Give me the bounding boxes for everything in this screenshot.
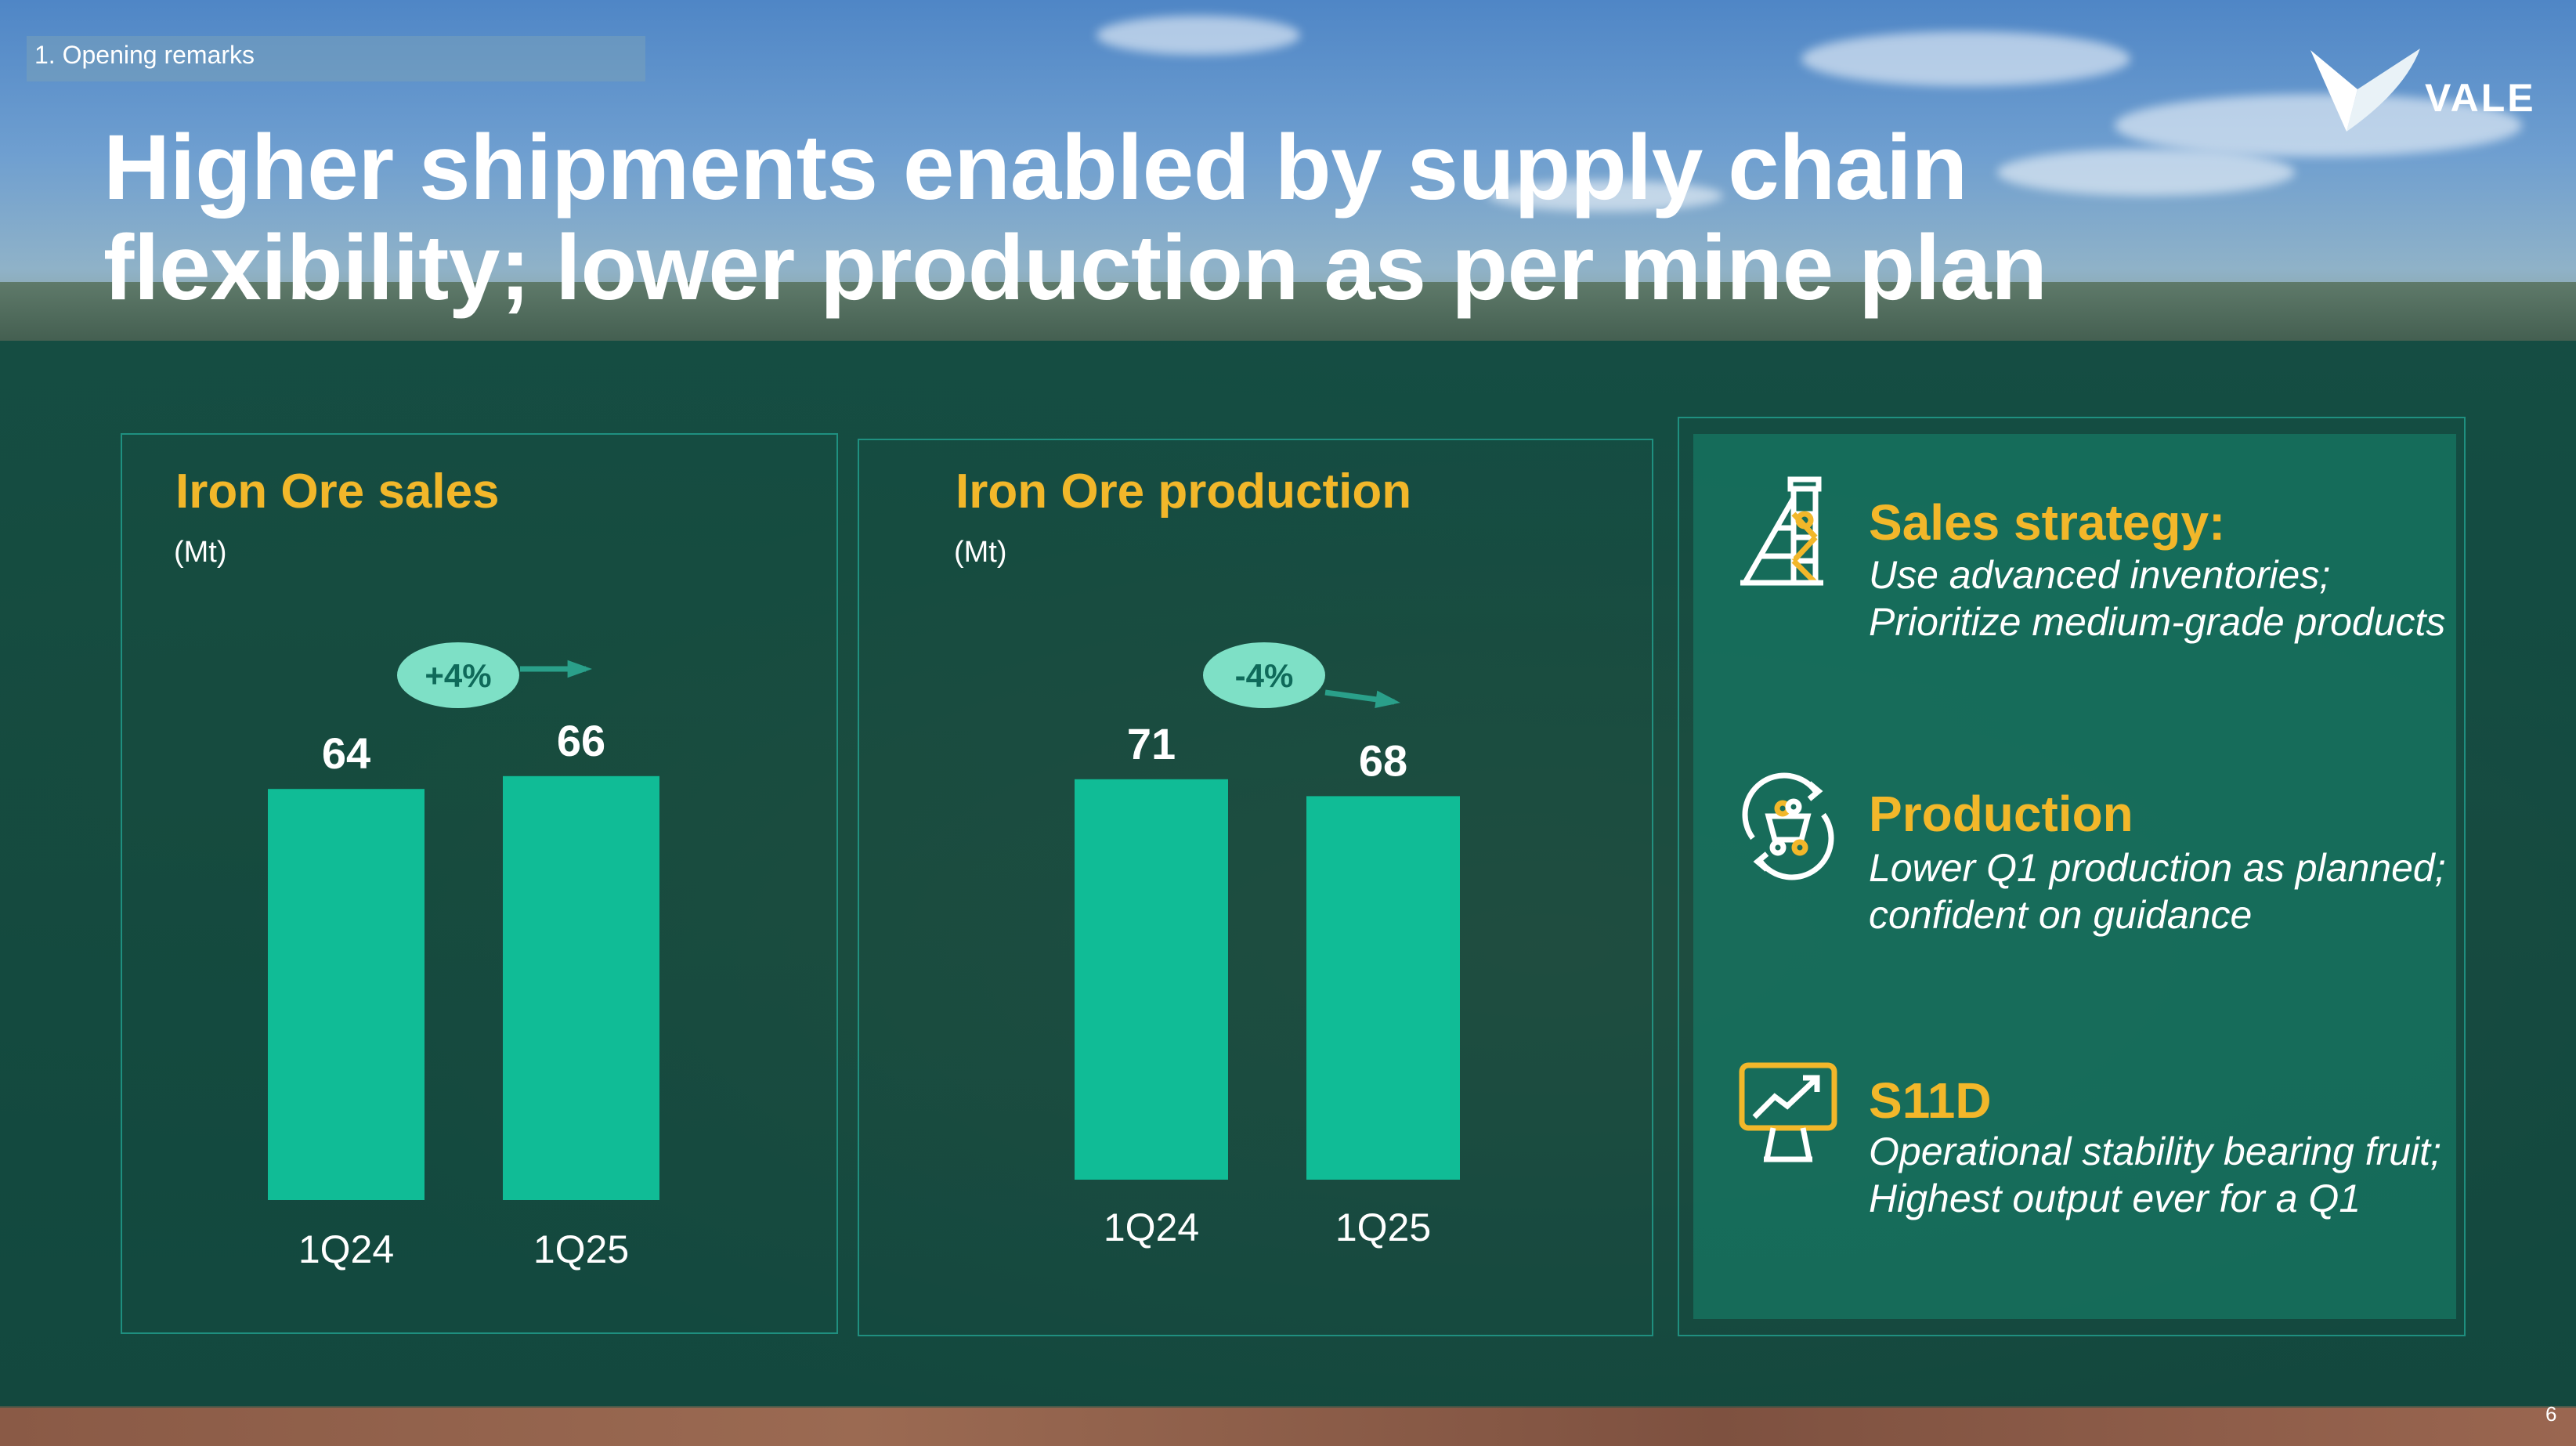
production-change-label: -4% (1235, 657, 1294, 694)
production-value-label: 71 (1127, 719, 1176, 768)
page-number: 6 (2545, 1402, 2557, 1426)
sales-category-label: 1Q25 (533, 1227, 629, 1271)
sales-value-label: 66 (557, 716, 605, 765)
sales-change-label: +4% (425, 657, 491, 694)
sales-strategy-heading: Sales strategy: (1869, 494, 2226, 551)
sales-chart-unit: (Mt) (174, 536, 227, 569)
sales-change-pill (397, 642, 519, 708)
production-change-pill (1203, 642, 1325, 708)
ore-cart-cycle-icon (1742, 772, 1834, 880)
production-value-label: 68 (1359, 736, 1407, 785)
sales-chart-title: Iron Ore sales (175, 465, 500, 519)
production-bar-1Q24 (1075, 779, 1228, 1180)
logo-text: VALE (2425, 76, 2536, 120)
sales-value-label: 64 (322, 728, 370, 778)
production-heading: Production (1869, 786, 2133, 842)
s11d-body: Operational stability bearing fruit; Hig… (1869, 1130, 2441, 1220)
sales-strategy-body: Use advanced inventories; Prioritize med… (1869, 553, 2446, 644)
production-category-label: 1Q25 (1335, 1206, 1431, 1249)
production-body: Lower Q1 production as planned; confiden… (1869, 846, 2446, 937)
growth-chart-icon (1739, 1062, 1837, 1162)
sales-bar-1Q24 (268, 789, 425, 1200)
section-tag: 1. Opening remarks (27, 36, 645, 81)
production-arrow-head-icon (1375, 690, 1400, 709)
production-category-label: 1Q24 (1104, 1206, 1199, 1249)
sales-arrow-head-icon (567, 660, 592, 678)
vale-logo-icon (2310, 49, 2420, 132)
sales-bar-1Q25 (503, 775, 659, 1200)
ground-strip (0, 1406, 2576, 1446)
production-chart-title: Iron Ore production (956, 465, 1412, 519)
mine-tower-icon (1740, 476, 1823, 586)
s11d-heading: S11D (1869, 1072, 1992, 1129)
sales-category-label: 1Q24 (298, 1227, 394, 1271)
production-chart-unit: (Mt) (954, 536, 1007, 569)
page-title: Higher shipments enabled by supply chain… (103, 116, 2047, 320)
highlights-panel-border (1678, 417, 2466, 1336)
production-bar-1Q25 (1306, 796, 1460, 1180)
production-chart-panel (858, 439, 1653, 1336)
sales-chart-panel (121, 433, 838, 1334)
